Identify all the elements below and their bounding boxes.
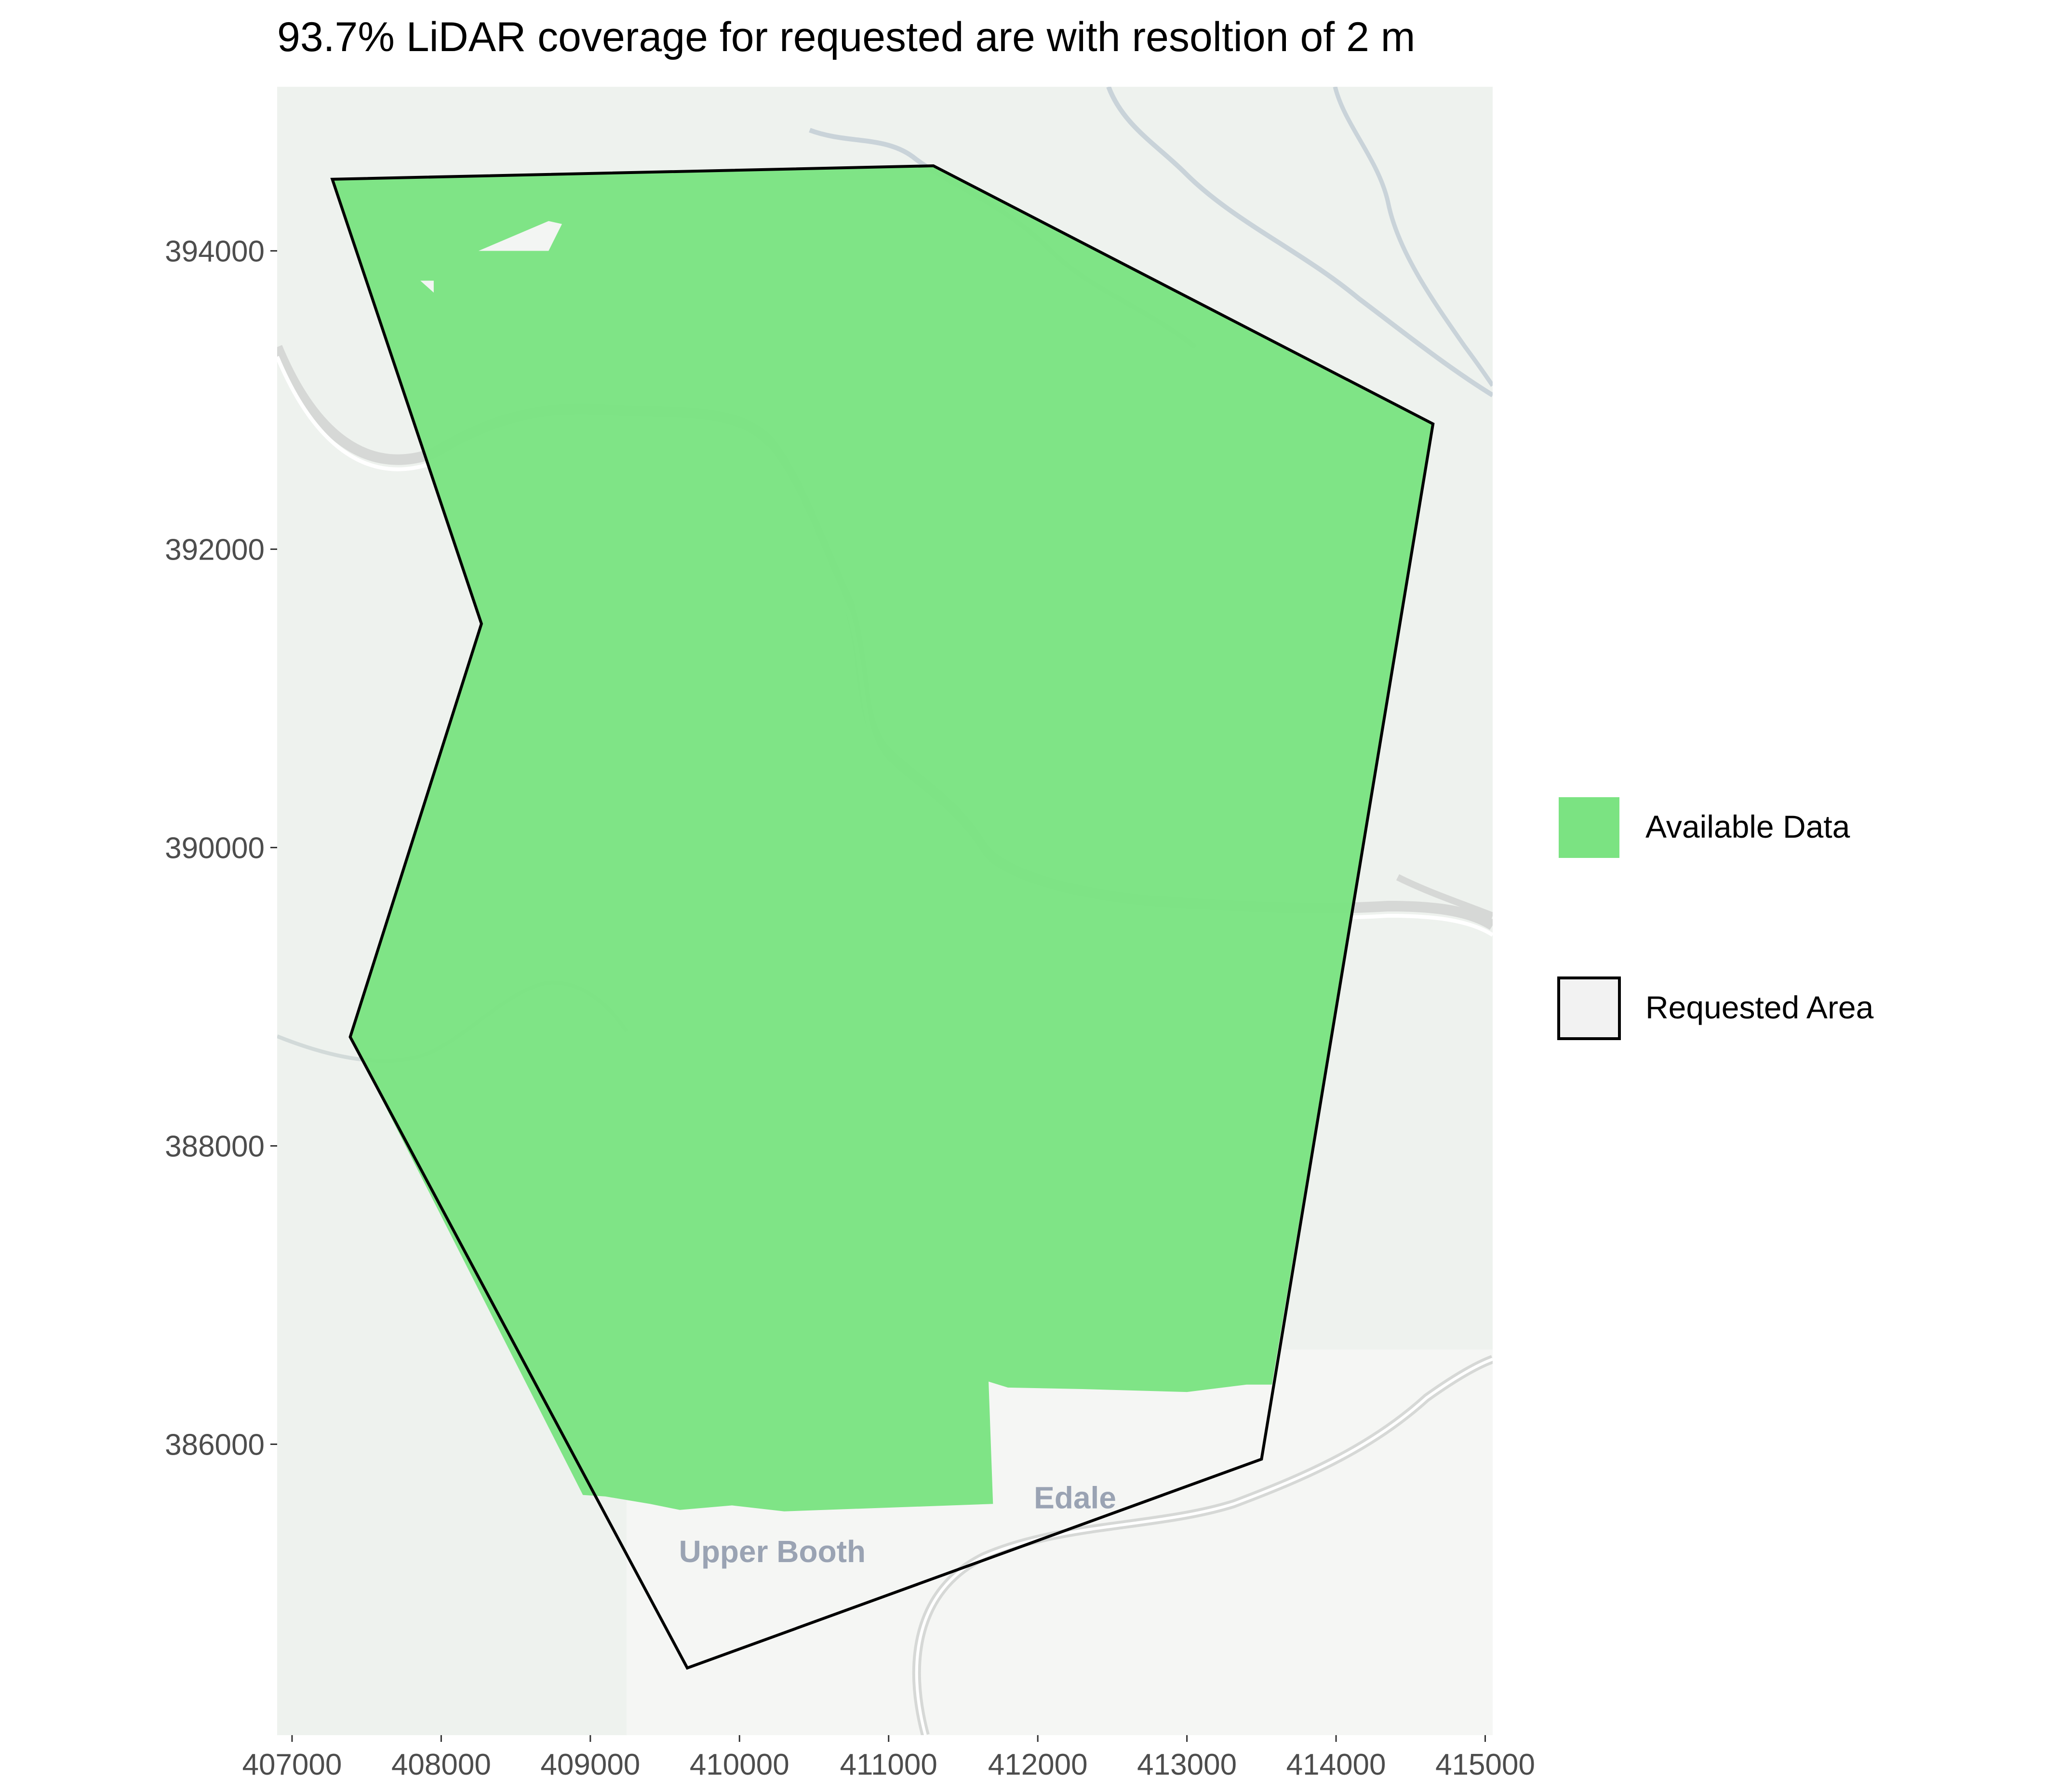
place-labels: Upper Booth Edale (679, 1481, 1116, 1569)
map-layers (330, 164, 1435, 1670)
x-axis: 407000 408000 409000 410000 411000 412000 4130… (242, 1735, 1535, 1781)
x-tick-label: 415000 (1435, 1748, 1535, 1781)
y-tick-label: 394000 (165, 235, 265, 268)
x-tick-label: 409000 (540, 1748, 640, 1781)
x-tick-label: 414000 (1286, 1748, 1386, 1781)
x-tick-label: 412000 (988, 1748, 1088, 1781)
legend-label: Available Data (1645, 809, 1850, 844)
chart-title: 93.7% LiDAR coverage for requested are w… (277, 14, 1416, 60)
y-tick-label: 392000 (165, 533, 265, 566)
y-tick-label: 388000 (165, 1130, 265, 1163)
x-tick-label: 408000 (391, 1748, 491, 1781)
river-line (1333, 87, 1493, 387)
x-tick-label: 411000 (840, 1748, 937, 1781)
requested-area-outline (330, 164, 1435, 1670)
coverage-gap (441, 221, 562, 251)
legend-swatch (1559, 797, 1619, 858)
road-line (1396, 874, 1493, 919)
x-tick-label: 413000 (1137, 1748, 1237, 1781)
y-tick-label: 390000 (165, 831, 265, 865)
legend-label: Requested Area (1645, 990, 1874, 1025)
place-label: Edale (1034, 1481, 1116, 1515)
available-data-polygon (332, 166, 1433, 1511)
x-tick-label: 407000 (242, 1748, 342, 1781)
place-label: Upper Booth (679, 1534, 866, 1569)
y-tick-label: 386000 (165, 1428, 265, 1461)
legend-swatch (1557, 976, 1621, 1040)
river-line (1106, 87, 1493, 398)
x-tick-label: 410000 (690, 1748, 789, 1781)
legend: Available Data Requested Area (1557, 795, 1874, 1041)
y-axis: 386000 388000 390000 392000 394000 (165, 235, 277, 1461)
road-line (915, 1358, 1493, 1735)
coverage-gap (420, 281, 434, 293)
